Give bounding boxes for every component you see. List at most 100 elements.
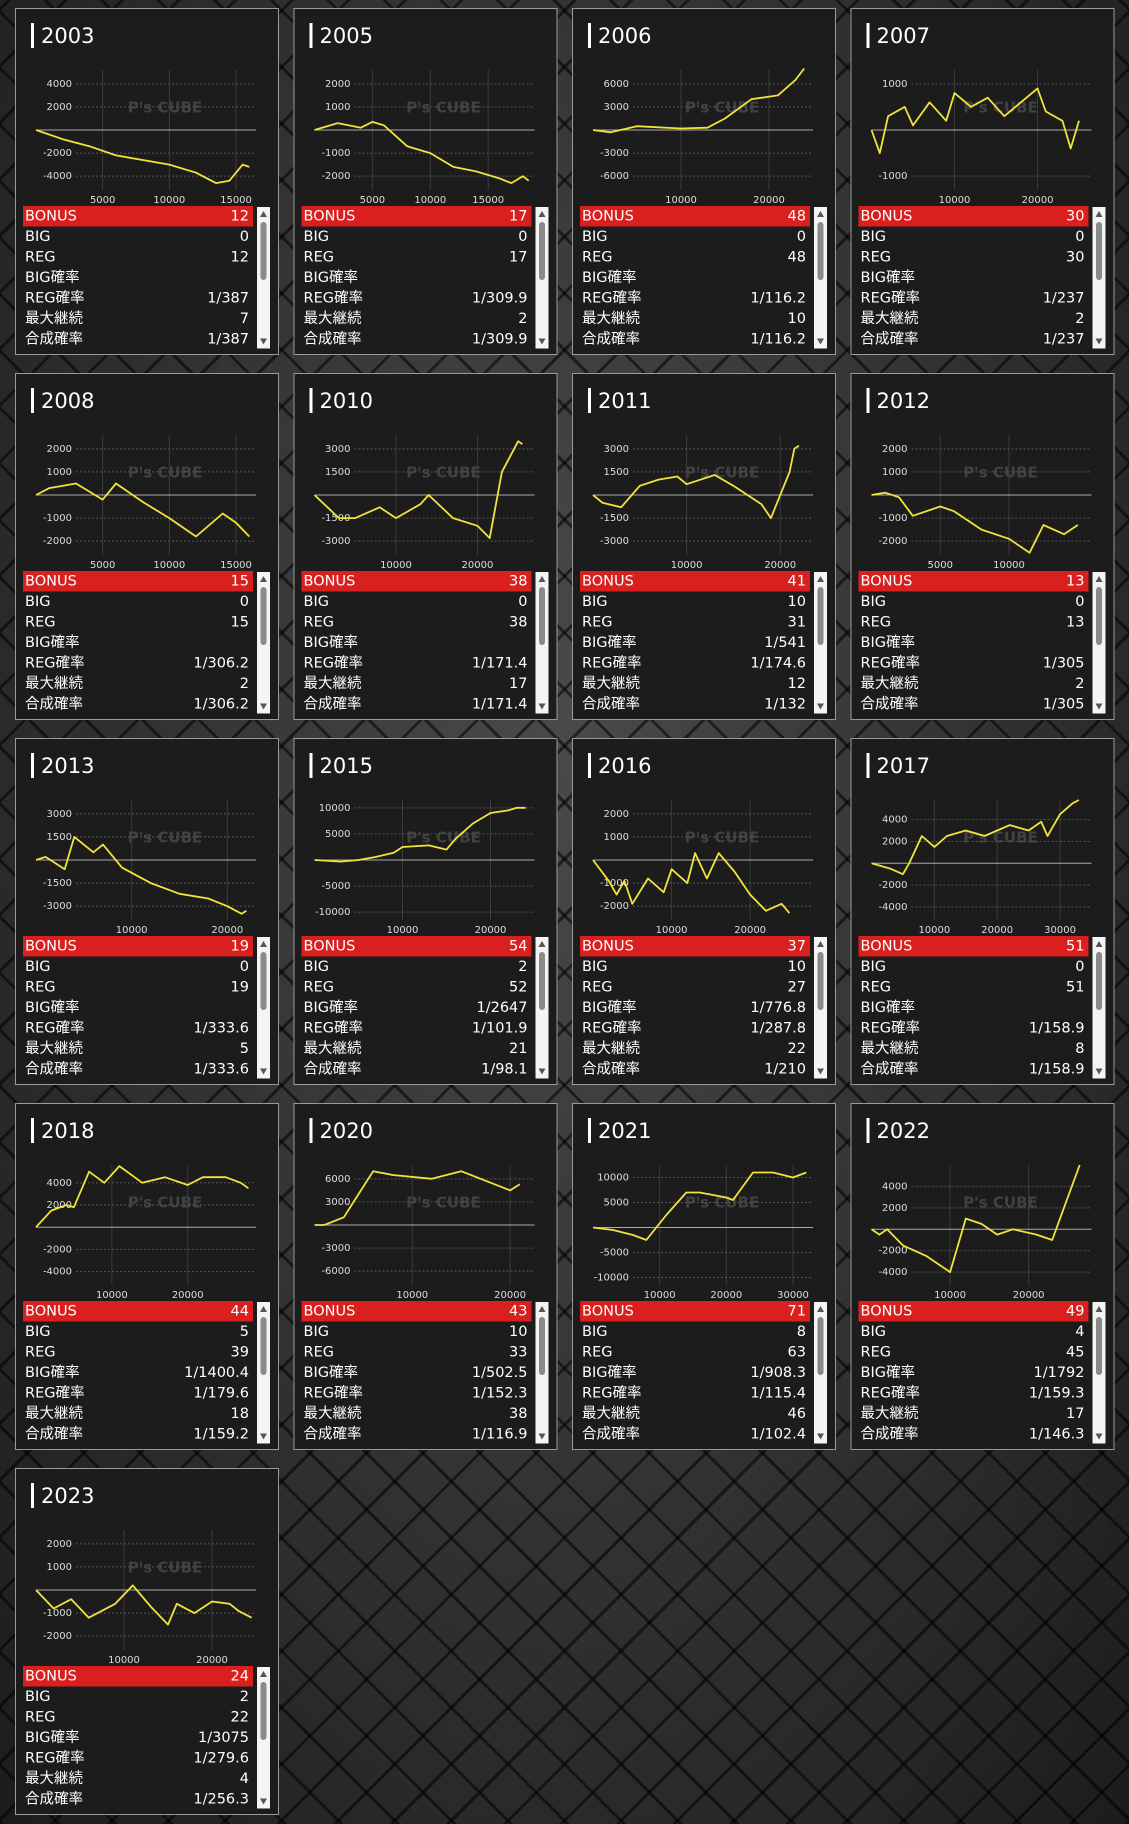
y-tick-label: -3000 <box>321 536 350 547</box>
stat-label: BIG確率 <box>25 999 79 1016</box>
title-bar <box>866 1118 870 1143</box>
stat-label: REG <box>304 979 334 995</box>
title-bar <box>866 753 870 778</box>
stat-value: 0 <box>240 959 249 975</box>
card-frame <box>572 373 836 720</box>
stat-label: 合成確率 <box>25 330 83 347</box>
scroll-up-arrow <box>260 211 267 217</box>
stat-label: BONUS <box>304 573 356 589</box>
scrollbar-thumb <box>817 952 824 1010</box>
stat-value: 0 <box>797 229 806 245</box>
stat-label: BONUS <box>861 573 913 589</box>
watermark: P's CUBE <box>406 1194 481 1212</box>
y-tick-label: -4000 <box>878 902 907 913</box>
stat-value: 24 <box>231 1668 249 1684</box>
watermark: P's CUBE <box>963 464 1038 482</box>
scroll-up-arrow <box>1095 1306 1103 1312</box>
card-title: 2007 <box>877 24 930 48</box>
stat-label: 最大継続 <box>861 1405 919 1422</box>
card: 2023 P's CUBE 10000 20000 2000 1000 -1000 -2000… <box>15 1468 279 1815</box>
x-tick-label: 20000 <box>710 1290 742 1301</box>
card-title: 2011 <box>598 389 651 413</box>
x-tick-label: 20000 <box>753 195 785 206</box>
card: 2015 P's CUBE 10000 20000 10000 5000 -5000 -100… <box>293 738 558 1085</box>
title-bar <box>31 1118 34 1143</box>
stat-value: 13 <box>1066 573 1084 589</box>
x-tick-label: 10000 <box>153 560 185 571</box>
stat-label: BONUS <box>861 208 913 224</box>
stat-label: BONUS <box>861 1303 913 1319</box>
scroll-down-arrow <box>538 1433 546 1440</box>
stat-value: 1/502.5 <box>472 1365 528 1381</box>
scroll-up-arrow <box>1095 576 1103 582</box>
stat-label: REG確率 <box>304 1019 363 1036</box>
y-tick-label: -2000 <box>878 1246 907 1257</box>
y-tick-label: 2000 <box>47 444 72 455</box>
card: 2005 P's CUBE 5000 10000 15000 2000 1000 -1000 -… <box>293 8 558 355</box>
stat-value: 1/908.3 <box>750 1365 806 1381</box>
stat-label: BIG <box>582 594 607 610</box>
stat-value: 4 <box>240 1771 249 1787</box>
x-tick-label: 10000 <box>153 195 185 206</box>
stat-value: 71 <box>788 1303 806 1319</box>
stat-label: BONUS <box>582 208 634 224</box>
scroll-down-arrow <box>1095 1068 1103 1075</box>
stat-label: BIG確率 <box>582 999 636 1016</box>
stat-label: 合成確率 <box>25 1060 83 1077</box>
stat-value: 1/333.6 <box>193 1020 249 1036</box>
balance-line <box>35 129 250 184</box>
bonus-row-bg <box>580 1301 810 1322</box>
stat-label: BONUS <box>25 208 77 224</box>
bonus-row-bg <box>580 936 810 957</box>
y-tick-label: 5000 <box>325 829 350 840</box>
watermark: P's CUBE <box>406 829 481 847</box>
stat-label: BIG確率 <box>25 634 79 651</box>
balance-line <box>314 806 526 863</box>
x-tick-label: 5000 <box>928 560 953 571</box>
stat-label: 最大継続 <box>304 675 362 692</box>
y-tick-label: -2000 <box>600 901 629 912</box>
stat-label: BONUS <box>25 1668 77 1684</box>
stat-label: REG <box>25 979 55 995</box>
stat-value: 1/3075 <box>198 1730 249 1746</box>
card-frame <box>15 373 279 720</box>
stat-label: 最大継続 <box>25 1770 83 1787</box>
stat-label: BONUS <box>304 208 356 224</box>
scroll-up-arrow <box>260 941 267 947</box>
y-tick-label: -5000 <box>321 881 350 892</box>
x-tick-label: 20000 <box>475 925 507 936</box>
x-tick-label: 10000 <box>108 1655 140 1666</box>
stat-label: BONUS <box>25 1303 77 1319</box>
bonus-row-bg <box>23 206 253 227</box>
balance-line <box>314 121 530 184</box>
x-tick-label: 10000 <box>665 195 697 206</box>
title-bar <box>866 388 870 413</box>
stat-label: REG確率 <box>861 289 920 306</box>
card-title: 2021 <box>598 1119 651 1143</box>
y-tick-label: 1000 <box>604 832 629 843</box>
stat-value: 1/158.9 <box>1029 1020 1085 1036</box>
card: 2016 P's CUBE 10000 20000 2000 1000 -1000 -2000… <box>572 738 836 1085</box>
scroll-down-arrow <box>260 338 267 345</box>
stat-value: 48 <box>788 208 806 224</box>
card-frame <box>850 1103 1115 1450</box>
y-tick-label: -2000 <box>43 1244 72 1255</box>
stat-label: REG確率 <box>582 654 641 671</box>
y-tick-label: 3000 <box>47 809 72 820</box>
balance-line <box>314 1170 521 1226</box>
title-bar <box>309 388 313 413</box>
card-title: 2003 <box>41 24 94 48</box>
stat-value: 1/306.2 <box>193 655 249 671</box>
stat-value: 10 <box>788 311 806 327</box>
stat-value: 1/776.8 <box>750 1000 806 1016</box>
card: 2022 P's CUBE 10000 20000 4000 2000 -2000 -4000… <box>850 1103 1115 1450</box>
stat-value: 13 <box>1066 614 1084 630</box>
x-tick-label: 20000 <box>981 925 1013 936</box>
stat-label: BIG確率 <box>861 269 915 286</box>
watermark: P's CUBE <box>963 1194 1038 1212</box>
scrollbar-thumb <box>1096 222 1102 280</box>
x-tick-label: 20000 <box>1013 1290 1045 1301</box>
scrollbar-thumb <box>817 222 824 280</box>
stat-label: BIG確率 <box>304 269 358 286</box>
stat-label: 合成確率 <box>861 1425 919 1442</box>
